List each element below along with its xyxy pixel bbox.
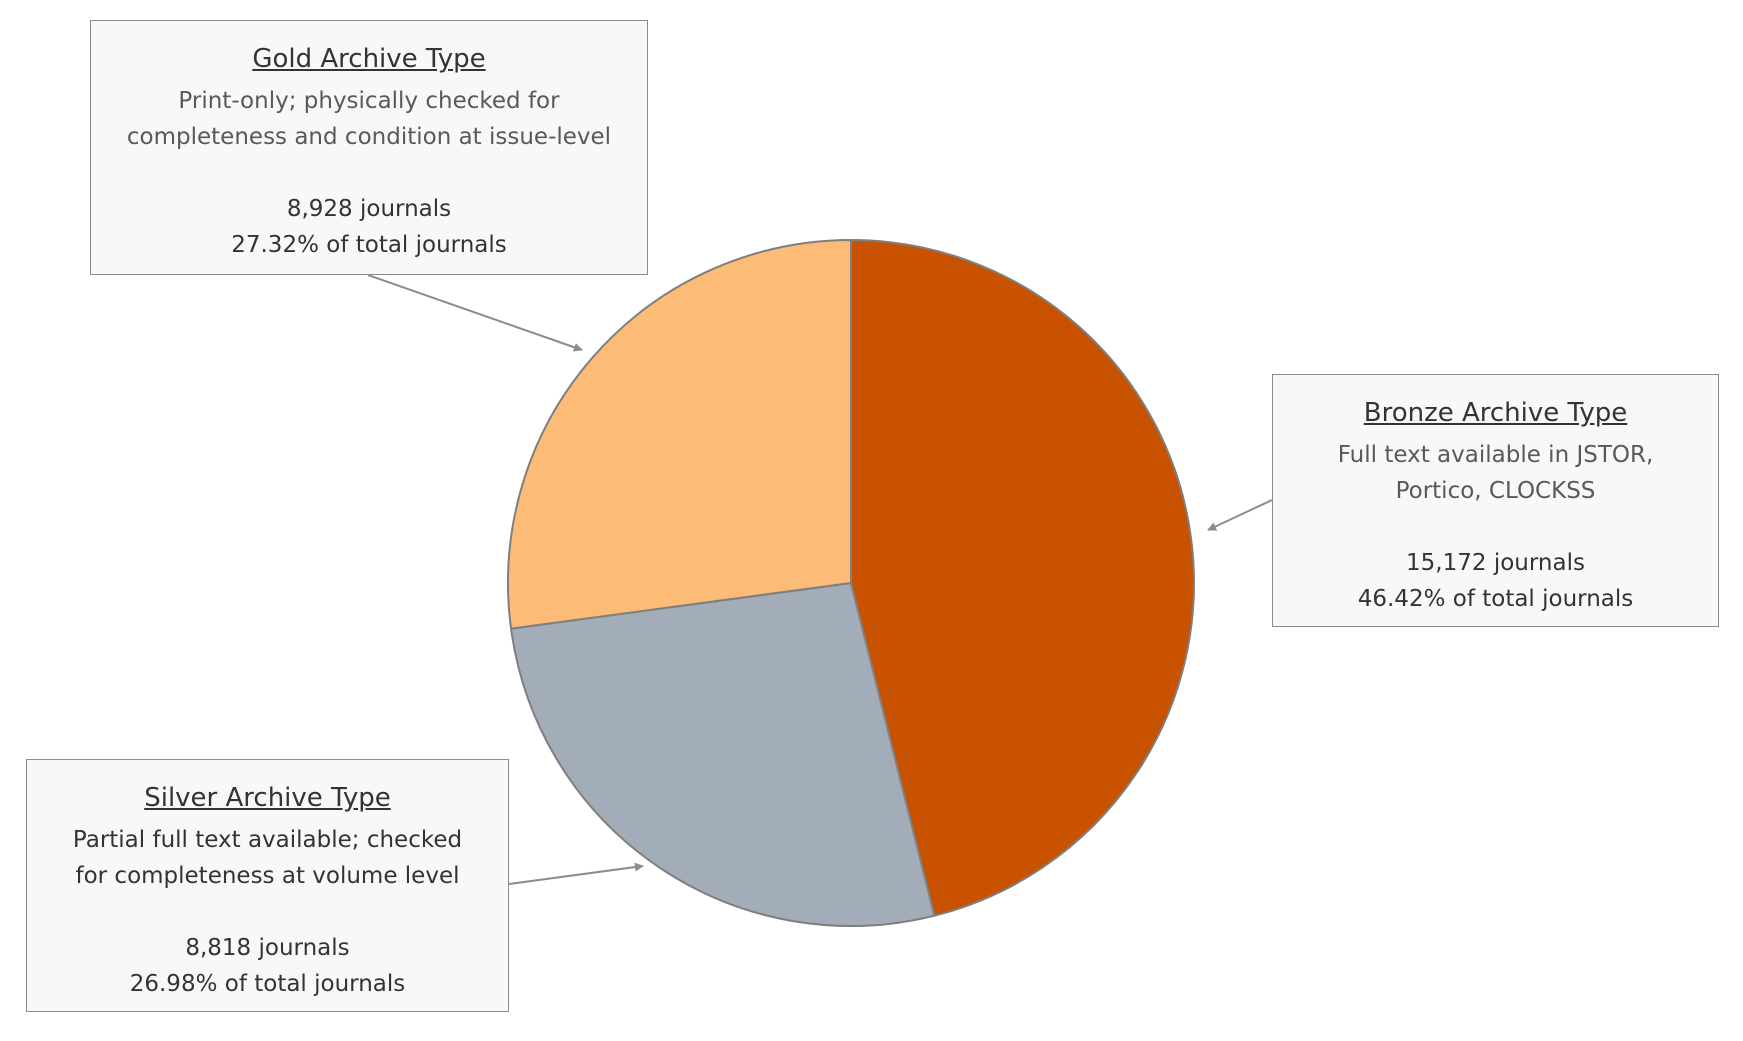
bronze-callout-arrow — [1207, 499, 1273, 531]
bronze-description: Full text available in JSTOR, Portico, C… — [1337, 442, 1654, 504]
gold-callout: Gold Archive Type Print-only; physically… — [90, 20, 648, 275]
silver-count: 8,818 journals — [185, 935, 350, 961]
silver-description: Partial full text available; checked for… — [72, 827, 463, 889]
gold-title: Gold Archive Type — [252, 44, 486, 74]
bronze-callout: Bronze Archive Type Full text available … — [1272, 374, 1719, 627]
bronze-title: Bronze Archive Type — [1363, 398, 1628, 428]
bronze-count: 15,172 journals — [1406, 550, 1585, 576]
gold-description: Print-only; physically checked for compl… — [126, 88, 612, 150]
gold-count: 8,928 journals — [286, 196, 452, 222]
silver-callout-arrow — [508, 862, 644, 885]
pie-slice-bronze — [850, 238, 1195, 917]
gold-percent: 27.32% of total journals — [231, 232, 507, 258]
bronze-percent: 46.42% of total journals — [1357, 586, 1634, 612]
silver-title: Silver Archive Type — [144, 783, 391, 813]
silver-percent: 26.98% of total journals — [129, 971, 406, 997]
silver-callout: Silver Archive Type Partial full text av… — [26, 759, 509, 1012]
pie-slices — [506, 238, 1195, 927]
pie-slice-silver — [509, 581, 936, 927]
gold-callout-arrow — [367, 274, 583, 352]
pie-slice-gold — [506, 238, 852, 630]
